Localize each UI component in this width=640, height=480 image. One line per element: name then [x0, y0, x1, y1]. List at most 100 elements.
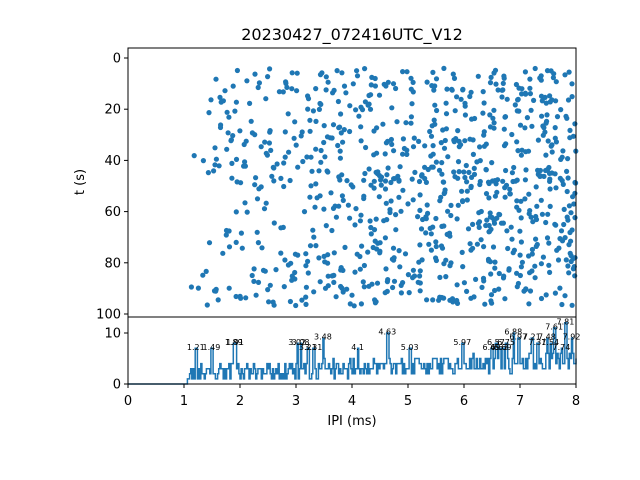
scatter-point [535, 137, 542, 143]
scatter-point [432, 102, 438, 108]
scatter-point [286, 149, 292, 155]
scatter-point [361, 177, 367, 183]
scatter-point [390, 284, 396, 291]
peak-label: 3.31 [304, 343, 322, 352]
scatter-point [559, 238, 566, 244]
scatter-point [317, 279, 323, 285]
scatter-point [401, 145, 407, 152]
scatter-point [567, 127, 573, 133]
scatter-point [543, 100, 549, 106]
peak-label: 1.21 [187, 343, 205, 352]
peak-label: 7.48 [538, 333, 556, 342]
scatter-point [281, 160, 287, 166]
scatter-point [228, 137, 234, 143]
scatter-point [371, 128, 377, 134]
scatter-point [331, 87, 337, 93]
scatter-point [528, 107, 534, 113]
scatter-point [502, 114, 508, 120]
scatter-point [439, 245, 446, 251]
scatter-point [456, 144, 462, 150]
scatter-point [492, 259, 498, 265]
scatter-point [453, 136, 459, 142]
scatter-point [461, 169, 467, 175]
scatter-point [252, 71, 258, 77]
scatter-point [271, 178, 277, 184]
scatter-point [441, 65, 447, 71]
scatter-point [458, 96, 464, 102]
histogram-y-ticks: 0 10 [104, 327, 128, 393]
scatter-point [282, 129, 288, 135]
scatter-point [526, 301, 532, 307]
scatter-point [243, 295, 249, 301]
scatter-point [285, 262, 291, 268]
scatter-point [383, 83, 389, 89]
scatter-point [387, 209, 393, 216]
scatter-point [232, 108, 238, 114]
scatter-point [471, 171, 478, 177]
peak-label: 7.54 [541, 338, 559, 347]
scatter-point [572, 179, 578, 186]
scatter-point [206, 240, 213, 246]
scatter-point [540, 123, 546, 129]
scatter-point [233, 209, 239, 215]
scatter-point [538, 295, 545, 302]
scatter-point [347, 103, 353, 109]
scatter-point [429, 83, 435, 89]
scatter-point [474, 241, 480, 247]
scatter-point [410, 79, 416, 85]
scatter-point [452, 174, 458, 180]
scatter-point [471, 294, 477, 300]
peak-label: 6.69 [494, 343, 512, 352]
scatter-point [393, 212, 399, 218]
scatter-point [251, 278, 257, 284]
scatter-point [515, 97, 521, 103]
scatter-point [519, 91, 525, 97]
scatter-point [405, 272, 411, 278]
scatter-point [564, 168, 570, 174]
scatter-point [254, 196, 261, 202]
scatter-point [188, 284, 194, 290]
y-tick-label: 80 [104, 256, 121, 271]
scatter-point [459, 188, 465, 194]
scatter-point [543, 167, 549, 174]
scatter-point [385, 165, 391, 171]
scatter-point [391, 148, 397, 154]
scatter-point [562, 293, 568, 299]
scatter-point [301, 209, 308, 215]
scatter-point [419, 173, 425, 179]
scatter-point [371, 152, 377, 158]
peak-label: 6.75 [497, 338, 515, 347]
scatter-point [492, 287, 498, 294]
scatter-point [444, 86, 450, 92]
scatter-point [352, 222, 358, 228]
scatter-point [354, 68, 360, 74]
scatter-point [480, 110, 486, 116]
scatter-point [239, 245, 245, 251]
scatter-point [467, 93, 473, 100]
scatter-point [293, 142, 299, 148]
scatter-point [363, 144, 369, 151]
scatter-point [527, 288, 534, 294]
scatter-point [411, 135, 417, 141]
scatter-point [267, 66, 273, 72]
scatter-point [347, 215, 353, 221]
scatter-point [552, 290, 559, 296]
scatter-point [463, 162, 469, 169]
scatter-point [233, 293, 239, 300]
scatter-point [335, 98, 341, 105]
scatter-point [546, 240, 552, 246]
scatter-point [374, 280, 381, 286]
scatter-point [339, 70, 345, 76]
scatter-point [565, 263, 571, 269]
x-tick-label: 6 [460, 394, 468, 409]
scatter-point [538, 197, 544, 203]
scatter-point [439, 171, 445, 177]
scatter-point [518, 215, 524, 221]
scatter-point [241, 163, 247, 169]
scatter-point [500, 178, 506, 184]
scatter-point [512, 102, 518, 108]
scatter-point [429, 164, 435, 170]
scatter-point [393, 85, 399, 92]
scatter-point [253, 292, 259, 298]
scatter-point [410, 144, 417, 150]
